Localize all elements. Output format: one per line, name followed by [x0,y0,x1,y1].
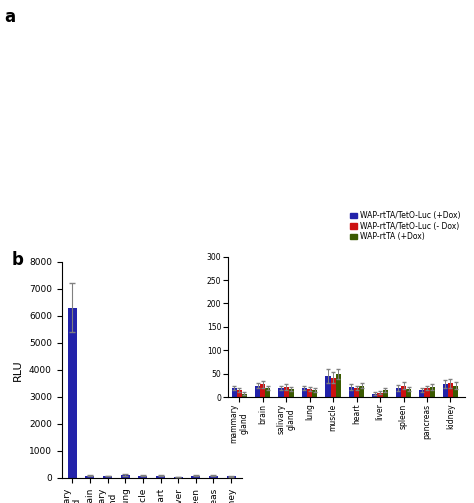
Bar [377,393,383,397]
Text: b: b [11,251,23,269]
Bar [359,386,365,397]
Bar [354,388,359,397]
Bar [103,476,112,478]
Bar [156,476,165,478]
Bar [174,477,182,478]
Legend: WAP-rtTA/TetO-Luc (+Dox), WAP-rtTA/TetO-Luc (- Dox), WAP-rtTA (+Dox): WAP-rtTA/TetO-Luc (+Dox), WAP-rtTA/TetO-… [349,211,461,241]
Bar [372,394,377,397]
Bar [419,390,424,397]
Bar [448,383,453,397]
Bar [383,390,388,397]
Bar [283,387,289,397]
Bar [242,394,247,397]
Text: a: a [5,8,16,26]
Bar [289,389,294,397]
Bar [406,389,411,397]
Bar [121,475,129,478]
Bar [443,384,448,397]
Bar [336,374,341,397]
Y-axis label: RLU: RLU [13,359,23,380]
Bar [260,384,265,397]
Bar [302,388,307,397]
Bar [237,390,242,397]
Bar [307,389,312,397]
Bar [138,476,147,478]
Bar [209,476,218,478]
Bar [453,386,458,397]
Bar [85,476,94,478]
Bar [265,388,271,397]
Bar [424,388,429,397]
Bar [255,386,260,397]
Bar [325,376,330,397]
Bar [401,386,406,397]
Bar [429,387,435,397]
Bar [227,476,236,478]
Bar [330,378,336,397]
Bar [349,387,354,397]
Bar [312,390,318,397]
Bar [278,388,283,397]
Bar [191,476,200,478]
Bar [231,388,237,397]
Bar [396,388,401,397]
Bar [68,307,77,478]
